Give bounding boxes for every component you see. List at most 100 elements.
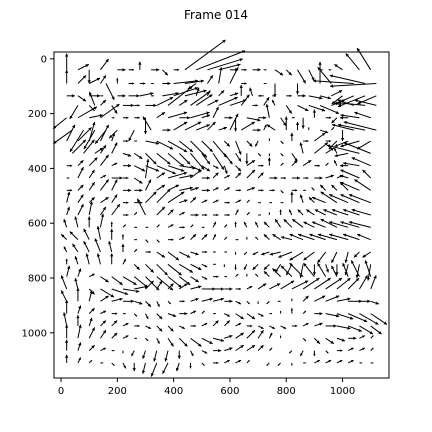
arrow-head (126, 116, 129, 119)
arrow-head (109, 134, 113, 139)
arrow-head (317, 233, 322, 237)
arrow-head (209, 297, 213, 301)
quiver-arrow (178, 153, 191, 165)
arrow-head (236, 209, 239, 213)
quiver-arrow (128, 68, 135, 71)
arrow-head (181, 212, 185, 215)
quiver-arrow (138, 61, 142, 70)
arrow-shaft (347, 313, 368, 323)
quiver-arrow (323, 209, 338, 216)
arrow-head (266, 124, 271, 128)
arrow-head (237, 167, 242, 172)
arrow-head (83, 228, 87, 233)
arrow-head (362, 254, 366, 258)
arrow-head (350, 360, 354, 363)
quiver-arrow (235, 209, 239, 216)
arrow-head (102, 75, 106, 79)
x-tick-label: 1000 (330, 386, 355, 397)
quiver-arrow (88, 327, 96, 339)
quiver-arrow (178, 283, 188, 290)
quiver-arrow (283, 218, 293, 228)
arrow-head (105, 154, 109, 159)
arrow-head (329, 233, 333, 237)
quiver-arrow (122, 201, 129, 204)
quiver-arrow (340, 221, 360, 228)
arrow-head (158, 315, 163, 320)
arrow-shaft (190, 91, 210, 106)
arrow-head (189, 86, 193, 90)
arrow-head (331, 184, 335, 189)
arrow-shaft (190, 111, 210, 119)
arrow-shaft (105, 83, 115, 101)
quiver-arrow (77, 203, 84, 216)
quiver-arrow (121, 234, 125, 240)
quiver-arrow (201, 297, 213, 302)
arrow-head (340, 194, 344, 198)
quiver-arrow (224, 347, 233, 352)
quiver-arrow (201, 263, 208, 268)
arrow-head (181, 326, 185, 329)
arrow-shaft (77, 106, 98, 119)
arrow-head (161, 254, 165, 258)
quiver-arrow (162, 362, 169, 375)
arrow-shaft (340, 169, 360, 179)
arrow-head (204, 199, 208, 203)
quiver-arrow (309, 233, 326, 241)
quiver-arrow (347, 313, 368, 323)
quiver-arrow (153, 350, 158, 362)
arrow-head (122, 94, 126, 98)
quiver-arrow (331, 117, 338, 124)
quiver-arrow (354, 179, 371, 191)
arrow-head (340, 113, 344, 118)
quiver-arrow (340, 164, 349, 168)
arrow-head (302, 79, 306, 84)
quiver-arrow (111, 288, 129, 296)
x-tick-label: 400 (164, 386, 183, 397)
arrow-head (364, 260, 368, 264)
arrow-head (319, 176, 323, 180)
arrow-head (78, 268, 82, 272)
quiver-arrow (257, 344, 264, 351)
quiver-arrow (288, 350, 293, 354)
quiver-arrow (258, 202, 261, 204)
quiver-arrow (100, 196, 109, 204)
arrow-head (197, 266, 202, 270)
arrow-head (328, 139, 332, 143)
quiver-arrow (289, 262, 304, 277)
quiver-arrow (224, 313, 230, 317)
quiver-arrow (111, 276, 123, 286)
quiver-arrow (156, 165, 176, 175)
arrow-head (189, 269, 193, 273)
quiver-arrow (331, 208, 349, 216)
quiver-arrow (246, 359, 250, 364)
quiver-arrow (212, 297, 225, 302)
arrow-head (234, 253, 237, 255)
arrow-head (215, 106, 219, 111)
quiver-arrow (111, 142, 118, 154)
arrow-head (330, 340, 334, 344)
arrow-head (138, 180, 143, 184)
arrow-shaft (289, 262, 304, 277)
quiver-arrow (274, 218, 282, 228)
quiver-arrow (325, 324, 337, 328)
arrow-head (234, 96, 238, 100)
arrow-shaft (167, 85, 193, 106)
arrow-head (213, 234, 216, 237)
quiver-arrow (88, 121, 96, 142)
arrow-shaft (184, 89, 207, 97)
arrow-head (255, 236, 258, 239)
quiver-arrow (213, 361, 219, 365)
arrow-head (300, 353, 303, 357)
quiver-arrow (269, 251, 281, 256)
quiver-arrow (156, 239, 160, 243)
arrow-shaft (100, 124, 110, 142)
quiver-arrow (258, 164, 264, 167)
y-tick-label: 400 (28, 164, 47, 175)
quiver-arrow (151, 95, 154, 97)
quiver-arrow (88, 169, 96, 179)
quiver-arrow (224, 187, 230, 191)
quiver-arrow (66, 164, 73, 167)
arrow-head (354, 99, 358, 103)
arrow-head (252, 252, 256, 255)
arrow-head (317, 67, 321, 71)
